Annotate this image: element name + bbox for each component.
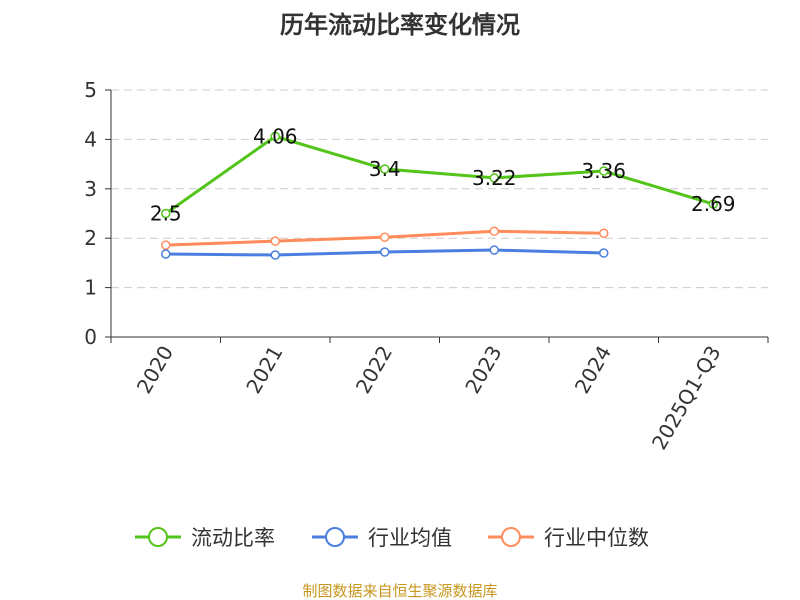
y-tick-label: 3 (84, 177, 97, 201)
data-point[interactable] (489, 245, 499, 255)
data-point[interactable] (489, 173, 499, 183)
y-tick-label: 1 (84, 276, 97, 300)
data-label: 3.4 (369, 157, 401, 181)
svg-text:流动比率: 流动比率 (191, 526, 275, 550)
data-point[interactable] (489, 226, 499, 237)
x-tick-label: 2020 (132, 342, 178, 398)
legend-item[interactable]: 流动比率 (135, 526, 275, 550)
y-tick-label: 4 (84, 127, 97, 151)
data-point[interactable] (270, 250, 280, 260)
data-point[interactable] (599, 166, 609, 176)
x-tick-label: 2024 (570, 342, 616, 398)
legend-item[interactable]: 行业均值 (312, 526, 452, 550)
data-point[interactable] (380, 164, 390, 174)
data-label: 4.06 (253, 124, 298, 148)
series-line (164, 134, 714, 215)
x-tick-label: 2021 (241, 342, 287, 398)
svg-text:行业均值: 行业均值 (368, 526, 452, 550)
x-tick-label: 2025Q1-Q3 (647, 342, 726, 454)
data-point[interactable] (161, 240, 171, 250)
legend-item[interactable]: 行业中位数 (488, 526, 649, 550)
x-tick-label: 2022 (351, 342, 397, 398)
x-tick-label: 2023 (460, 342, 506, 398)
data-point[interactable] (270, 131, 280, 142)
data-label: 2.5 (150, 202, 182, 226)
data-point[interactable] (161, 249, 171, 259)
y-tick-label: 2 (84, 226, 97, 250)
data-point[interactable] (380, 247, 390, 257)
data-label: 3.22 (472, 166, 517, 190)
footer-source: 制图数据来自恒生聚源数据库 (302, 582, 497, 600)
chart-title: 历年流动比率变化情况 (280, 11, 520, 39)
data-point[interactable] (161, 208, 171, 219)
y-tick-label: 0 (84, 325, 97, 349)
data-point[interactable] (708, 199, 718, 209)
y-tick-label: 5 (84, 78, 97, 102)
data-label: 2.69 (691, 192, 736, 216)
data-point[interactable] (599, 248, 609, 258)
data-label: 3.36 (581, 159, 626, 183)
data-point[interactable] (270, 236, 280, 246)
svg-text:行业中位数: 行业中位数 (544, 526, 649, 550)
data-point[interactable] (380, 232, 390, 242)
data-point[interactable] (599, 228, 609, 239)
